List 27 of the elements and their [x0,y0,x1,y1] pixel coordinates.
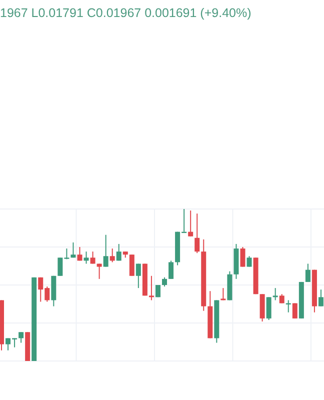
candlestick [220,288,226,301]
text: 1967 L0.01791 C0.01967 0.001691 (+9.40%) [0,6,252,20]
candlestick [90,251,96,264]
candlestick [84,251,89,264]
candlestick [318,289,324,307]
candlestick [286,300,291,313]
candlestick [162,276,167,288]
candlestick [168,260,174,280]
candlestick [18,332,24,344]
candlestick [272,288,278,301]
candlestick [240,246,246,268]
candlestick [129,254,134,276]
candlestick [266,296,272,320]
candlestick [246,256,252,268]
candlestick [70,242,76,258]
candlestick [188,210,194,237]
candlestick [116,243,122,262]
candlestick [194,213,200,254]
candlestick [292,302,298,319]
candlestick [148,275,154,301]
candlestick [110,248,115,263]
candlestick [155,284,160,298]
candlestick [136,263,141,289]
candlestick [77,246,82,262]
candlestick [96,263,102,280]
candlestick [103,234,108,268]
candlestick [305,263,310,282]
